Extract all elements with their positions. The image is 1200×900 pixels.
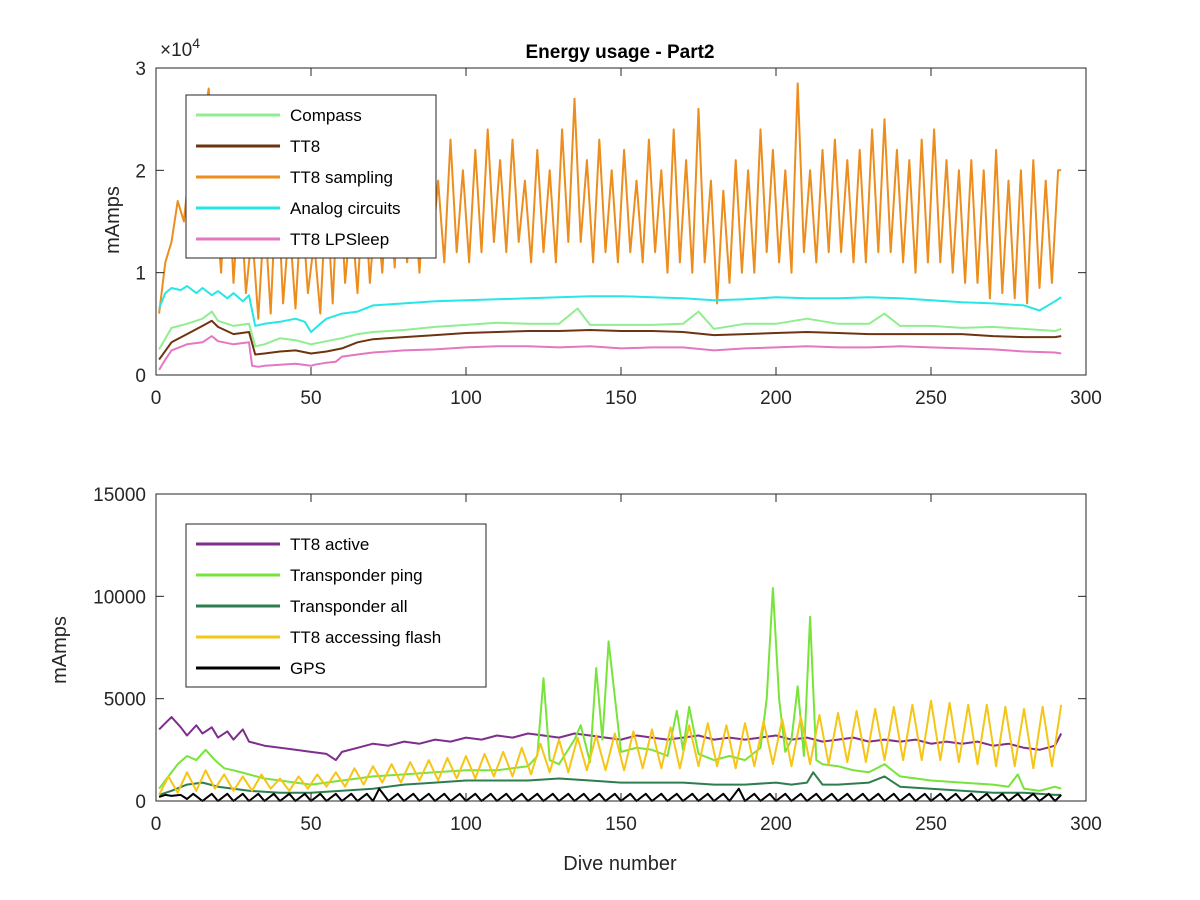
top-legend-label: TT8 sampling <box>290 168 393 187</box>
bottom-legend-label: Transponder all <box>290 597 408 616</box>
bottom-x-tick-label: 50 <box>300 814 321 835</box>
bottom-x-tick-label: 0 <box>151 814 162 835</box>
bottom-x-tick-label: 150 <box>605 814 637 835</box>
top-y-tick-label: 2 <box>135 161 146 182</box>
top-series-line-tt8-sampling <box>158 82 1062 320</box>
top-x-tick-label: 300 <box>1070 388 1102 409</box>
top-x-tick-label: 50 <box>300 388 321 409</box>
top-series-line-analog-circuits <box>158 285 1062 333</box>
top-series-line-compass <box>158 307 1062 350</box>
bottom-x-tick-label: 100 <box>450 814 482 835</box>
bottom-y-tick-label: 0 <box>135 792 146 813</box>
top-y-exponent-power: 4 <box>192 35 200 51</box>
bottom-x-tick-label: 300 <box>1070 814 1102 835</box>
top-x-tick-label: 150 <box>605 388 637 409</box>
top-y-tick-label: 0 <box>135 366 146 387</box>
bottom-legend-label: TT8 active <box>290 535 369 554</box>
top-legend-label: TT8 <box>290 137 320 156</box>
bottom-legend: TT8 active Transponder ping Transponder al… <box>185 523 487 688</box>
top-series-line-tt8 <box>158 319 1062 361</box>
top-chart-title: Energy usage - Part2 <box>525 42 714 63</box>
top-legend-label: Compass <box>290 106 362 125</box>
top-x-tick-label: 100 <box>450 388 482 409</box>
bottom-legend-label: TT8 accessing flash <box>290 628 441 647</box>
bottom-y-tick-label: 15000 <box>93 485 146 506</box>
top-x-tick-label: 0 <box>151 388 162 409</box>
top-y-tick-label: 1 <box>135 264 146 285</box>
bottom-series-group <box>158 587 1063 802</box>
bottom-legend-label: GPS <box>290 659 326 678</box>
top-legend: Compass TT8 TT8 sampling Analog circuits TT8… <box>185 94 437 259</box>
bottom-series-line-transponder-all <box>158 771 1062 796</box>
bottom-legend-label: Transponder ping <box>290 566 423 585</box>
bottom-subplot: mAmps Dive number 0 50 100 150 200 250 300 0 500… <box>49 485 1102 875</box>
top-x-tick-label: 250 <box>915 388 947 409</box>
top-y-exponent-base: ×10 <box>160 40 192 61</box>
top-x-tick-label: 200 <box>760 388 792 409</box>
bottom-x-axis-label: Dive number <box>563 853 677 875</box>
bottom-x-tick-label: 200 <box>760 814 792 835</box>
top-y-exponent-label: ×104 <box>160 35 200 61</box>
top-subplot: Energy usage - Part2 mAmps ×104 0 50 100 15… <box>102 35 1102 409</box>
bottom-series-line-tt8-accessing-flash <box>158 699 1063 796</box>
bottom-x-tick-label: 250 <box>915 814 947 835</box>
bottom-y-tick-label: 10000 <box>93 587 146 608</box>
top-legend-label: Analog circuits <box>290 199 401 218</box>
bottom-y-axis-label: mAmps <box>49 616 71 684</box>
bottom-y-tick-label: 5000 <box>104 690 146 711</box>
top-series-line-tt8-lpsleep <box>158 335 1062 371</box>
top-series-group <box>158 82 1062 371</box>
top-legend-label: TT8 LPSleep <box>290 230 389 249</box>
top-y-axis-label: mAmps <box>102 186 124 254</box>
bottom-series-line-gps <box>158 787 1062 802</box>
top-y-tick-label: 3 <box>135 59 146 80</box>
